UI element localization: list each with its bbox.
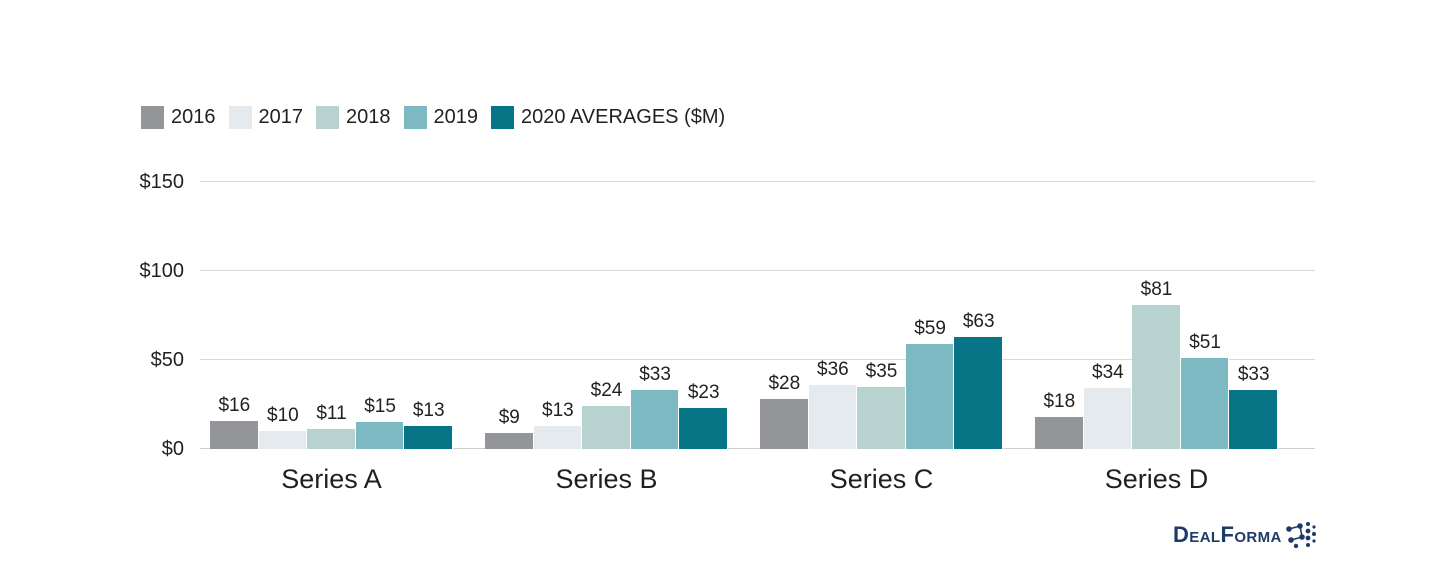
gridline: [200, 270, 1315, 271]
y-tick-label: $100: [139, 260, 185, 282]
bar-2016-series-b: [485, 432, 534, 449]
bar-2016-series-d: [1035, 416, 1084, 449]
dealforma-logo-text: DealForma: [1173, 522, 1282, 547]
bar-2019-series-c: [905, 343, 955, 449]
category-label-series-d: Series D: [1104, 464, 1209, 494]
bar-value-label: $35: [865, 360, 898, 382]
legend-item-2019: 2019: [403, 106, 479, 129]
bar-value-label: $33: [639, 364, 671, 386]
y-tick-label: $150: [139, 171, 185, 193]
bar-2016-series-c: [760, 399, 809, 449]
bar-value-label: $10: [267, 405, 299, 427]
bar-value-label: $36: [817, 358, 849, 380]
bar-2016-series-a: [210, 420, 259, 449]
bar-value-label: $63: [962, 310, 995, 332]
bar-value-label: $34: [1092, 362, 1124, 384]
legend-item-2017: 2017: [228, 106, 304, 129]
legend-label: 2017: [258, 106, 304, 128]
legend-swatch: [403, 106, 427, 129]
bar-2017-series-b: [533, 425, 583, 449]
legend-item-2018: 2018: [316, 106, 391, 129]
bar-2018-series-b: [582, 406, 631, 449]
bar-value-label: $16: [218, 394, 251, 416]
bar-2020-series-c: [954, 336, 1003, 449]
bar-value-label: $24: [590, 380, 623, 402]
bar-2020-series-a: [404, 425, 453, 449]
bar-value-label: $28: [768, 373, 801, 395]
legend-swatch: [316, 106, 339, 129]
gridline: [200, 359, 1315, 360]
bar-2019-series-b: [630, 390, 680, 449]
category-label-series-a: Series A: [281, 464, 382, 494]
legend-label: 2016: [171, 106, 216, 128]
dealforma-logo: DealForma: [1173, 520, 1318, 550]
legend-swatch: [141, 106, 164, 129]
legend-item-2020-averages-m-: 2020 AVERAGES ($M): [491, 106, 725, 129]
bar-value-label: $13: [542, 399, 574, 421]
y-tick-label: $50: [150, 349, 184, 371]
bar-value-label: $9: [498, 406, 520, 428]
legend-label: 2020 AVERAGES ($M): [521, 106, 726, 128]
bar-value-label: $59: [914, 317, 946, 339]
y-tick-label: $0: [161, 438, 184, 460]
bar-2018-series-d: [1132, 304, 1181, 449]
category-label-series-c: Series C: [829, 464, 934, 494]
gridline: [200, 448, 1315, 449]
bar-value-label: $51: [1189, 332, 1221, 354]
bar-2020-series-d: [1229, 390, 1278, 449]
bar-value-label: $15: [364, 396, 396, 418]
bar-value-label: $33: [1237, 364, 1270, 386]
bar-value-label: $81: [1140, 278, 1173, 300]
bar-value-label: $18: [1043, 390, 1076, 412]
bar-2018-series-c: [857, 386, 906, 449]
bar-2020-series-b: [679, 408, 728, 449]
bar-value-label: $11: [316, 403, 347, 425]
category-label-series-b: Series B: [555, 464, 658, 494]
legend-item-2016: 2016: [141, 106, 216, 129]
bar-2017-series-d: [1083, 388, 1133, 449]
bar-2019-series-d: [1180, 358, 1230, 449]
legend-swatch: [228, 106, 252, 129]
bar-value-label: $23: [687, 382, 720, 404]
bar-2019-series-a: [355, 422, 405, 449]
bar-2017-series-a: [258, 431, 308, 449]
legend-label: 2019: [433, 106, 479, 128]
plot-area: $16 $10 $11 $15 $13 $9 $13 $24 $33 $23 $28 $36 $35 $5…: [200, 181, 1315, 494]
bar-value-label: $13: [412, 399, 445, 421]
bar-2018-series-a: [307, 429, 356, 449]
chart-legend: 2016 2017 2018 2019 2020 AVERAGES ($M): [141, 106, 725, 129]
legend-swatch: [491, 106, 514, 129]
legend-label: 2018: [346, 106, 391, 128]
gridline: [200, 181, 1315, 182]
dealforma-dots-icon: [1285, 522, 1316, 549]
bar-2017-series-c: [808, 384, 858, 449]
